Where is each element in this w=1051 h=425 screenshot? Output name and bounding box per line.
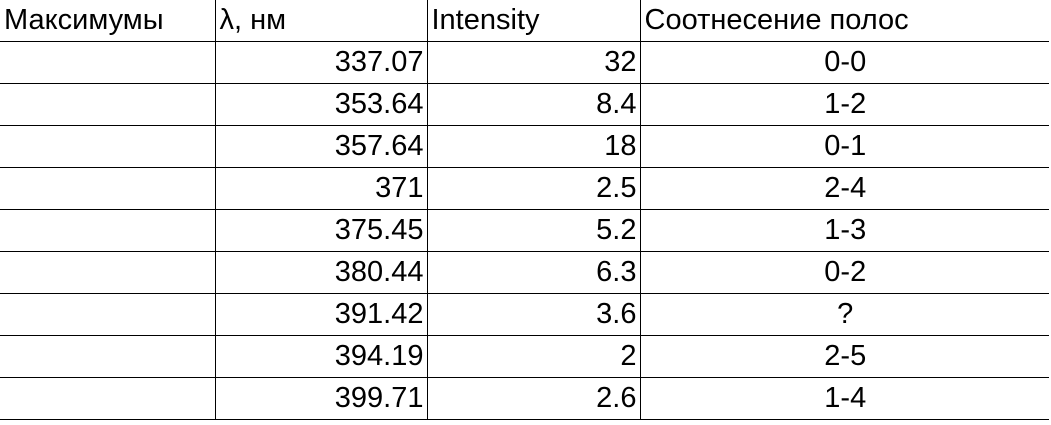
cell-band-assignment[interactable]: 0-2 [639, 251, 1049, 294]
cell-wavelength[interactable]: 375.45 [214, 209, 428, 252]
cell-band-assignment[interactable]: ? [639, 293, 1049, 336]
cell-band-assignment[interactable]: 1-4 [639, 377, 1049, 420]
table-row: 357.64 18 0-1 [0, 125, 1049, 168]
header-wavelength[interactable]: λ, нм [214, 0, 428, 42]
cell-intensity[interactable]: 2.6 [426, 377, 641, 420]
cell-band-assignment[interactable]: 1-2 [639, 83, 1049, 126]
cell-intensity[interactable]: 18 [426, 125, 641, 168]
cell-band-assignment[interactable]: 0-0 [639, 41, 1049, 84]
cell-wavelength[interactable]: 357.64 [214, 125, 428, 168]
cell-band-assignment[interactable]: 2-4 [639, 167, 1049, 210]
cell-maxima[interactable] [0, 251, 216, 294]
cell-wavelength[interactable]: 371 [214, 167, 428, 210]
cell-wavelength[interactable]: 394.19 [214, 335, 428, 378]
cell-maxima[interactable] [0, 335, 216, 378]
cell-intensity[interactable]: 3.6 [426, 293, 641, 336]
cell-intensity[interactable]: 6.3 [426, 251, 641, 294]
cell-band-assignment[interactable]: 2-5 [639, 335, 1049, 378]
table-row: 391.42 3.6 ? [0, 293, 1049, 336]
cell-maxima[interactable] [0, 83, 216, 126]
header-row: Максимумы λ, нм Intensity Соотнесение по… [0, 0, 1049, 42]
cell-maxima[interactable] [0, 293, 216, 336]
cell-wavelength[interactable]: 353.64 [214, 83, 428, 126]
header-intensity[interactable]: Intensity [426, 0, 641, 42]
cell-maxima[interactable] [0, 209, 216, 252]
cell-maxima[interactable] [0, 167, 216, 210]
table-row: 353.64 8.4 1-2 [0, 83, 1049, 126]
cell-band-assignment[interactable]: 1-3 [639, 209, 1049, 252]
cell-band-assignment[interactable]: 0-1 [639, 125, 1049, 168]
cell-wavelength[interactable]: 337.07 [214, 41, 428, 84]
cell-maxima[interactable] [0, 377, 216, 420]
cell-intensity[interactable]: 5.2 [426, 209, 641, 252]
header-band-assignment[interactable]: Соотнесение полос [639, 0, 1049, 42]
cell-intensity[interactable]: 32 [426, 41, 641, 84]
cell-intensity[interactable]: 2 [426, 335, 641, 378]
cell-intensity[interactable]: 2.5 [426, 167, 641, 210]
cell-maxima[interactable] [0, 41, 216, 84]
table-row: 371 2.5 2-4 [0, 167, 1049, 210]
table-row: 380.44 6.3 0-2 [0, 251, 1049, 294]
table-row: 399.71 2.6 1-4 [0, 377, 1049, 420]
cell-wavelength[interactable]: 399.71 [214, 377, 428, 420]
cell-maxima[interactable] [0, 125, 216, 168]
cell-wavelength[interactable]: 380.44 [214, 251, 428, 294]
cell-intensity[interactable]: 8.4 [426, 83, 641, 126]
table-row: 337.07 32 0-0 [0, 41, 1049, 84]
cell-wavelength[interactable]: 391.42 [214, 293, 428, 336]
header-maxima[interactable]: Максимумы [0, 0, 216, 42]
table-row: 394.19 2 2-5 [0, 335, 1049, 378]
table-row: 375.45 5.2 1-3 [0, 209, 1049, 252]
